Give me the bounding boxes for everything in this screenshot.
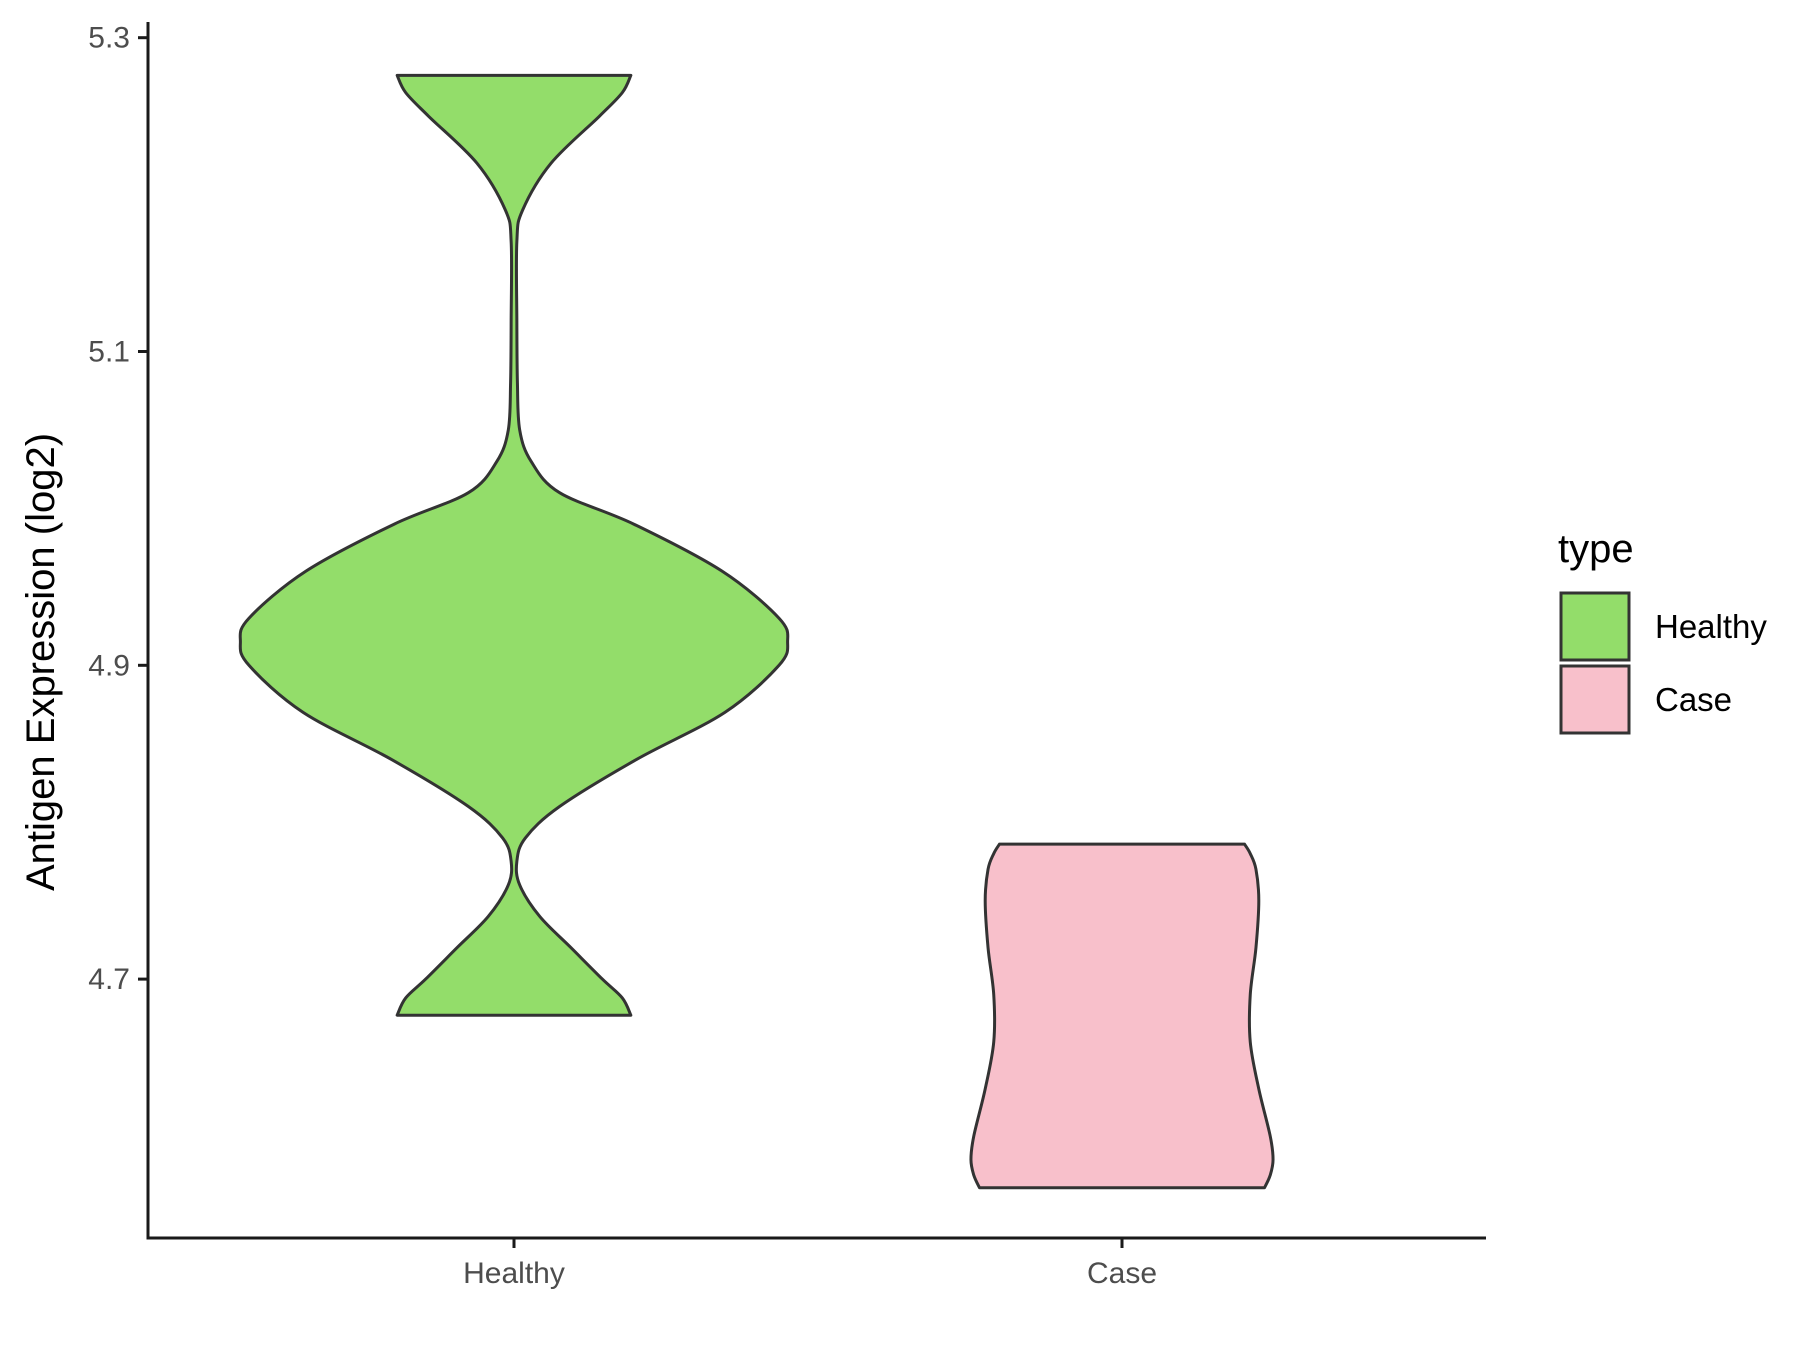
legend-label-case: Case (1655, 681, 1732, 718)
legend: type Healthy Case (1558, 527, 1767, 735)
y-tick-label: 5.3 (88, 22, 130, 55)
x-tick-label: Case (1087, 1257, 1157, 1290)
y-axis-ticks: 4.7 4.9 5.1 5.3 (88, 22, 148, 996)
y-axis-title: Antigen Expression (log2) (19, 433, 63, 891)
x-tick-label: Healthy (463, 1257, 565, 1290)
violin-healthy (238, 73, 790, 1017)
legend-items: Healthy Case (1559, 591, 1767, 735)
violin-layer (238, 73, 1275, 1190)
x-axis-ticks: Healthy Case (463, 1238, 1157, 1290)
legend-label-healthy: Healthy (1655, 608, 1767, 645)
y-tick-label: 4.9 (88, 649, 130, 682)
y-tick-label: 4.7 (88, 963, 130, 996)
y-tick-label: 5.1 (88, 335, 130, 368)
legend-swatch-healthy (1559, 591, 1631, 662)
legend-swatch-case (1559, 664, 1631, 735)
legend-title: type (1558, 527, 1634, 571)
violin-case (969, 842, 1275, 1190)
